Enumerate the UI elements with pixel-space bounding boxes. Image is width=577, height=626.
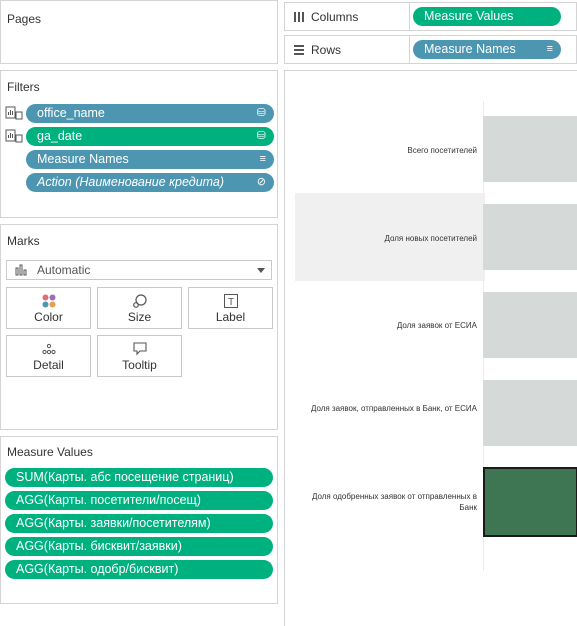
color-button-label: Color: [34, 310, 63, 324]
measure-pill[interactable]: SUM(Карты. абс посещение страниц): [5, 468, 273, 487]
shelf-divider: [409, 36, 410, 63]
viz-view: Всего посетителей Доля новых посетителей…: [284, 70, 577, 626]
tooltip-button-label: Tooltip: [122, 358, 157, 372]
columns-shelf[interactable]: Columns Measure Values: [284, 2, 577, 31]
filters-title: Filters: [7, 80, 40, 94]
chevron-down-icon[interactable]: [257, 268, 265, 273]
data-source-filter-icon: [5, 106, 23, 120]
measure-values-title: Measure Values: [7, 445, 93, 459]
measure-values-card: Measure Values SUM(Карты. абс посещение …: [0, 436, 278, 604]
color-button[interactable]: Color: [6, 287, 91, 329]
heatmap-cell[interactable]: [483, 204, 577, 270]
measure-pill-label: AGG(Карты. одобр/бисквит): [16, 562, 179, 576]
color-dots-icon: [42, 294, 55, 308]
row-header[interactable]: Доля заявок, отправленных в Банк, от ЕСИ…: [310, 404, 477, 413]
measure-pill-label: AGG(Карты. бисквит/заявки): [16, 539, 182, 553]
measure-pill[interactable]: AGG(Карты. бисквит/заявки): [5, 537, 273, 556]
filters-card: Filters office_name ⛁ ga_date ⛁ Measure …: [0, 70, 278, 218]
pages-title: Pages: [7, 12, 42, 26]
row-header[interactable]: Доля одобренных заявок от отправленных в…: [311, 492, 477, 512]
row-header[interactable]: Доля заявок от ЕСИА: [396, 321, 477, 330]
heatmap-cell[interactable]: [483, 380, 577, 446]
set-icon: ⊘: [256, 176, 266, 188]
measure-pill[interactable]: AGG(Карты. заявки/посетителям): [5, 514, 273, 533]
filter-pill-label: office_name: [37, 106, 105, 120]
columns-icon: [294, 12, 304, 22]
rows-shelf[interactable]: Rows Measure Names ≡: [284, 35, 577, 64]
size-button[interactable]: Size: [97, 287, 182, 329]
tooltip-icon: [132, 342, 147, 356]
row-header[interactable]: Всего посетителей: [407, 146, 477, 155]
context-filter-icon: ⛁: [256, 107, 266, 119]
row-header[interactable]: Доля новых посетителей: [384, 234, 477, 243]
measure-pill[interactable]: AGG(Карты. одобр/бисквит): [5, 560, 273, 579]
sort-icon: ≡: [546, 43, 553, 55]
filter-pill-measure-names[interactable]: Measure Names ≡: [26, 150, 274, 169]
rows-shelf-label: Rows: [311, 43, 342, 57]
measure-pill-label: AGG(Карты. заявки/посетителям): [16, 516, 211, 530]
mark-type-dropdown[interactable]: Automatic: [6, 260, 272, 280]
detail-dots-icon: [41, 343, 56, 355]
marks-title: Marks: [7, 234, 40, 248]
tooltip-button[interactable]: Tooltip: [97, 335, 182, 377]
row-highlight: [295, 193, 485, 281]
filter-pill-label: Action (Наименование кредита): [37, 175, 225, 189]
size-icon: [132, 294, 147, 308]
measure-pill[interactable]: AGG(Карты. посетители/посещ): [5, 491, 273, 510]
measure-pill-label: SUM(Карты. абс посещение страниц): [16, 470, 234, 484]
filter-pill-label: ga_date: [37, 129, 83, 143]
detail-button-label: Detail: [33, 358, 64, 372]
marks-card: Marks Automatic Color Size: [0, 224, 278, 430]
automatic-bars-icon: [15, 264, 27, 276]
rows-pill-label: Measure Names: [424, 42, 516, 56]
rows-pill-measure-names[interactable]: Measure Names ≡: [413, 40, 561, 59]
sort-icon: ≡: [259, 153, 266, 165]
detail-button[interactable]: Detail: [6, 335, 91, 377]
columns-pill-measure-values[interactable]: Measure Values: [413, 7, 561, 26]
columns-pill-label: Measure Values: [424, 9, 514, 23]
columns-shelf-label: Columns: [311, 10, 359, 24]
heatmap-cell[interactable]: [483, 116, 577, 182]
size-button-label: Size: [127, 310, 152, 324]
measure-pill-label: AGG(Карты. посетители/посещ): [16, 493, 201, 507]
mark-type-value: Automatic: [37, 263, 91, 277]
shelf-divider: [409, 3, 410, 30]
filter-pill-action[interactable]: Action (Наименование кредита) ⊘: [26, 173, 274, 192]
context-filter-icon: ⛁: [256, 130, 266, 142]
pages-card: Pages: [0, 0, 278, 64]
label-button-label: Label: [215, 310, 246, 324]
label-button[interactable]: T Label: [188, 287, 273, 329]
filter-pill-office-name[interactable]: office_name ⛁: [26, 104, 274, 123]
rows-icon: [294, 45, 304, 55]
data-source-filter-icon: [5, 129, 23, 143]
heatmap-cell[interactable]: [483, 292, 577, 358]
svg-text:T: T: [227, 297, 233, 308]
filter-pill-ga-date[interactable]: ga_date ⛁: [26, 127, 274, 146]
text-label-icon: T: [223, 294, 238, 308]
heatmap-cell-selected[interactable]: [483, 467, 577, 537]
filter-pill-label: Measure Names: [37, 152, 129, 166]
